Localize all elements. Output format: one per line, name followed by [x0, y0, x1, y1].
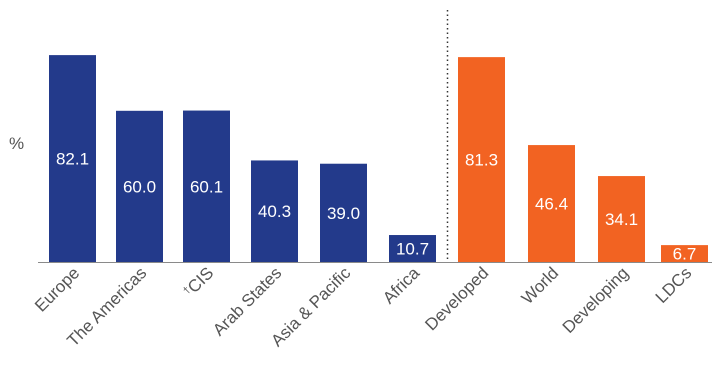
bar-asia-and-pacific — [320, 163, 367, 262]
value-labels-group: 82.1 60.0 60.1 40.3 39.0 10.7 81.3 46.4 34.1 6.7 — [56, 150, 696, 264]
bars-group — [49, 55, 708, 263]
bar-world — [528, 145, 575, 262]
value-label-cis: 60.1 — [190, 177, 223, 196]
x-tick-arab-states: Arab States — [209, 263, 285, 339]
value-label-europe: 82.1 — [56, 150, 89, 169]
bar-the-americas — [116, 110, 163, 262]
x-tick-mark-cis: † — [181, 285, 193, 297]
x-tick-world: World — [518, 263, 563, 308]
bar-africa — [389, 235, 436, 262]
value-label-developed: 81.3 — [465, 151, 498, 170]
x-tick-africa: Africa — [379, 263, 424, 308]
value-label-africa: 10.7 — [396, 240, 429, 259]
x-tick-developed: Developed — [421, 263, 492, 334]
bar-arab-states — [251, 160, 298, 262]
bar-cis — [183, 110, 230, 262]
bar-developed — [458, 57, 505, 263]
bar-ldcs — [661, 245, 708, 262]
value-label-ldcs: 6.7 — [673, 245, 697, 264]
bar-developing — [598, 176, 645, 262]
value-label-the-americas: 60.0 — [123, 177, 156, 196]
x-tick-cis: †CIS — [180, 263, 217, 300]
x-tick-europe: Europe — [31, 263, 83, 315]
bar-europe — [49, 55, 96, 262]
y-axis-unit-label: % — [9, 134, 25, 153]
value-label-asia-and-pacific: 39.0 — [327, 204, 360, 223]
value-label-developing: 34.1 — [605, 210, 638, 229]
value-label-arab-states: 40.3 — [258, 202, 291, 221]
value-label-world: 46.4 — [535, 195, 568, 214]
x-tick-ldcs: LDCs — [652, 263, 695, 306]
x-tick-developing: Developing — [559, 263, 633, 337]
